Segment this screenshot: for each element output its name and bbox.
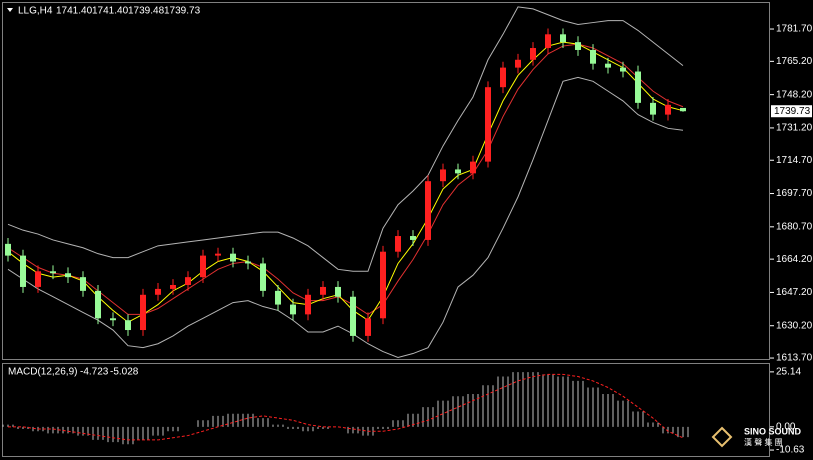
ohlc-high: 1741.40	[92, 6, 129, 17]
candle-body	[80, 277, 86, 291]
y-tick-label: 1680.70	[776, 221, 813, 232]
y-tick-label: 25.14	[776, 367, 801, 378]
ohlc-close: 1739.73	[164, 6, 201, 17]
last-price-label: 1739.73	[774, 106, 811, 117]
candle-body	[185, 277, 191, 285]
overlay-line	[7, 6, 684, 272]
candle-body	[530, 48, 536, 60]
candle-body	[560, 34, 566, 43]
logo-name: SINO SOUND	[744, 426, 802, 436]
y-tick-label: 1765.20	[776, 56, 813, 67]
candle-body	[65, 273, 71, 278]
y-tick-label: 1714.70	[776, 155, 813, 166]
candle-body	[335, 286, 341, 297]
candle-body	[305, 294, 311, 315]
overlay-line	[7, 41, 684, 323]
candle-body	[440, 169, 446, 182]
ohlc-low: 1739.48	[128, 6, 165, 17]
macd-value: -4.723	[80, 367, 109, 378]
signal-line	[8, 373, 684, 441]
candle-body	[470, 161, 476, 174]
main-pane	[2, 2, 770, 360]
candle-body	[635, 71, 641, 103]
y-tick-label: 1731.20	[776, 123, 813, 134]
candle-body	[245, 261, 251, 264]
candle-body	[320, 286, 326, 295]
candle-body	[365, 318, 371, 336]
ohlc-open: 1741.40	[56, 6, 93, 17]
chart-title: LLG,H4	[18, 6, 53, 17]
logo: SINO SOUND 漢 聲 集 團	[711, 426, 802, 448]
candle-body	[125, 320, 131, 331]
collapse-icon	[7, 8, 13, 12]
y-tick-label: 0.00	[776, 421, 796, 432]
candle-body	[620, 67, 626, 72]
candle-body	[515, 59, 521, 68]
candle-body	[110, 318, 116, 321]
candle-body	[485, 87, 491, 162]
signal-value: -5.028	[110, 367, 139, 378]
overlay-line	[7, 76, 684, 358]
last-price-box	[771, 105, 812, 118]
candle-body	[140, 294, 146, 331]
candle-body	[5, 243, 11, 256]
candle-body	[380, 251, 386, 319]
y-tick-label: 1664.20	[776, 254, 813, 265]
y-tick-label: 1647.20	[776, 287, 813, 298]
candle-body	[650, 102, 656, 115]
candle-body	[20, 255, 26, 287]
candle-body	[425, 181, 431, 240]
candle-body	[260, 263, 266, 291]
macd-pane	[2, 363, 770, 457]
candle-body	[455, 169, 461, 174]
overlay-line	[7, 43, 684, 315]
candle-body	[230, 253, 236, 262]
candle-body	[350, 296, 356, 336]
y-tick-label: 1630.20	[776, 320, 813, 331]
candle-body	[50, 271, 56, 274]
candle-body	[395, 236, 401, 252]
y-tick-label: -10.63	[776, 445, 805, 456]
y-tick-label: 1613.70	[776, 353, 813, 364]
logo-sub: 漢 聲 集 團	[744, 437, 783, 447]
candle-body	[215, 253, 221, 256]
candle-body	[680, 107, 686, 112]
candle-body	[605, 63, 611, 68]
candle-body	[575, 42, 581, 50]
y-tick-label: 1781.70	[776, 24, 813, 35]
candle-body	[155, 288, 161, 295]
candle-body	[545, 34, 551, 49]
logo-mark	[711, 426, 733, 448]
macd-title: MACD(12,26,9)	[8, 367, 77, 378]
candle-body	[170, 284, 176, 289]
candle-body	[500, 67, 506, 88]
candle-body	[665, 104, 671, 115]
candle-body	[590, 49, 596, 64]
candle-body	[35, 271, 41, 287]
candle-body	[200, 255, 206, 278]
candle-body	[290, 304, 296, 315]
y-tick-label: 1748.20	[776, 89, 813, 100]
candle-body	[410, 236, 416, 240]
y-tick-label: 1697.70	[776, 188, 813, 199]
candle-body	[95, 290, 101, 319]
candle-body	[275, 290, 281, 305]
